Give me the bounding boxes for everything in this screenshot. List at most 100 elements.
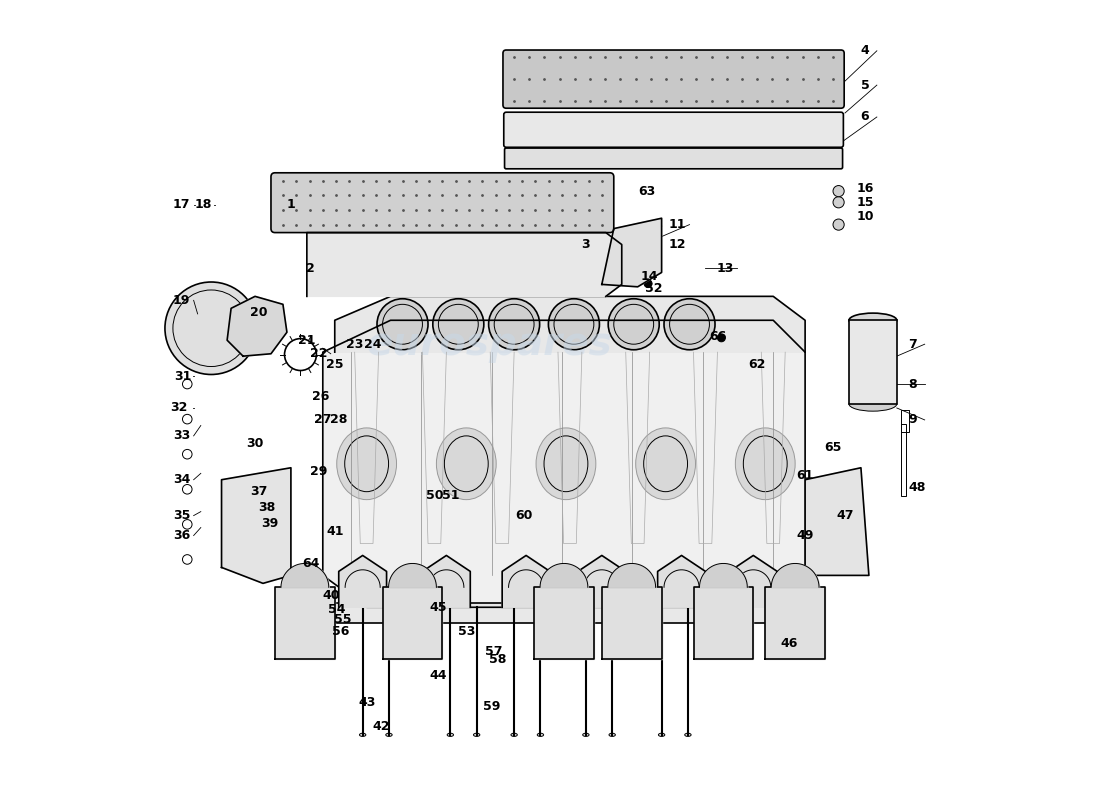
Bar bbox=[322, 603, 810, 623]
Text: 31: 31 bbox=[175, 370, 192, 382]
Text: 32: 32 bbox=[170, 402, 188, 414]
Text: 48: 48 bbox=[908, 481, 925, 494]
Text: 26: 26 bbox=[311, 390, 329, 402]
Ellipse shape bbox=[473, 734, 480, 737]
Text: 4: 4 bbox=[860, 44, 869, 58]
Ellipse shape bbox=[448, 734, 453, 737]
Polygon shape bbox=[334, 296, 805, 352]
Circle shape bbox=[647, 60, 684, 98]
Ellipse shape bbox=[482, 282, 514, 294]
Text: 8: 8 bbox=[909, 378, 917, 390]
Polygon shape bbox=[322, 320, 805, 607]
Polygon shape bbox=[805, 468, 869, 575]
Polygon shape bbox=[602, 218, 661, 286]
Text: 65: 65 bbox=[824, 442, 842, 454]
Circle shape bbox=[653, 222, 661, 230]
Text: 15: 15 bbox=[856, 196, 873, 209]
Circle shape bbox=[165, 282, 257, 374]
Text: 21: 21 bbox=[298, 334, 316, 346]
Polygon shape bbox=[535, 587, 594, 659]
Ellipse shape bbox=[360, 606, 366, 609]
Text: 37: 37 bbox=[251, 485, 267, 498]
Text: 17: 17 bbox=[173, 198, 190, 211]
Circle shape bbox=[432, 298, 484, 350]
Circle shape bbox=[488, 298, 540, 350]
Circle shape bbox=[608, 298, 659, 350]
Text: 50: 50 bbox=[426, 489, 443, 502]
Circle shape bbox=[702, 60, 740, 98]
Circle shape bbox=[314, 182, 355, 223]
Circle shape bbox=[833, 197, 844, 208]
Text: 43: 43 bbox=[358, 697, 375, 710]
Circle shape bbox=[833, 186, 844, 197]
Ellipse shape bbox=[448, 606, 453, 609]
Ellipse shape bbox=[684, 606, 691, 609]
Circle shape bbox=[664, 298, 715, 350]
Text: 20: 20 bbox=[251, 306, 267, 319]
Text: 52: 52 bbox=[645, 282, 662, 295]
FancyBboxPatch shape bbox=[504, 112, 844, 147]
Ellipse shape bbox=[386, 734, 392, 737]
Text: 30: 30 bbox=[246, 438, 264, 450]
Ellipse shape bbox=[339, 282, 371, 294]
Text: 14: 14 bbox=[641, 270, 659, 283]
Polygon shape bbox=[578, 555, 626, 607]
Ellipse shape bbox=[659, 734, 664, 737]
Polygon shape bbox=[422, 555, 471, 607]
Ellipse shape bbox=[583, 734, 590, 737]
Text: 59: 59 bbox=[483, 701, 500, 714]
Polygon shape bbox=[221, 468, 290, 583]
Text: 44: 44 bbox=[430, 669, 447, 682]
Text: 51: 51 bbox=[441, 489, 459, 502]
Text: 56: 56 bbox=[332, 625, 350, 638]
Text: 45: 45 bbox=[430, 601, 447, 614]
Text: eurospares: eurospares bbox=[366, 325, 613, 363]
Text: 60: 60 bbox=[515, 509, 532, 522]
Text: 40: 40 bbox=[322, 589, 340, 602]
Text: 11: 11 bbox=[669, 218, 686, 231]
Ellipse shape bbox=[437, 428, 496, 500]
Ellipse shape bbox=[684, 734, 691, 737]
Polygon shape bbox=[602, 587, 661, 659]
Ellipse shape bbox=[536, 428, 596, 500]
Text: 63: 63 bbox=[639, 185, 656, 198]
Text: 49: 49 bbox=[796, 529, 814, 542]
Ellipse shape bbox=[736, 428, 795, 500]
Polygon shape bbox=[275, 587, 334, 659]
Circle shape bbox=[591, 60, 629, 98]
Text: 53: 53 bbox=[458, 625, 475, 638]
Circle shape bbox=[418, 182, 459, 223]
Circle shape bbox=[717, 334, 725, 342]
Bar bbox=[849, 320, 896, 404]
Ellipse shape bbox=[386, 606, 392, 609]
Text: 33: 33 bbox=[173, 430, 190, 442]
FancyBboxPatch shape bbox=[503, 50, 844, 108]
Polygon shape bbox=[503, 555, 550, 607]
Circle shape bbox=[366, 182, 407, 223]
Polygon shape bbox=[227, 296, 287, 356]
Text: 61: 61 bbox=[796, 470, 814, 482]
Ellipse shape bbox=[609, 734, 615, 737]
Text: 47: 47 bbox=[836, 509, 854, 522]
Polygon shape bbox=[693, 587, 754, 659]
Circle shape bbox=[521, 182, 563, 223]
Ellipse shape bbox=[609, 606, 615, 609]
Polygon shape bbox=[383, 587, 442, 659]
Text: 36: 36 bbox=[173, 529, 190, 542]
Text: 12: 12 bbox=[669, 238, 686, 251]
Text: 29: 29 bbox=[310, 466, 328, 478]
Text: 16: 16 bbox=[856, 182, 873, 195]
Text: 28: 28 bbox=[330, 414, 348, 426]
Circle shape bbox=[645, 280, 652, 287]
Circle shape bbox=[549, 298, 600, 350]
Text: 3: 3 bbox=[582, 238, 591, 251]
Ellipse shape bbox=[510, 606, 517, 609]
Ellipse shape bbox=[360, 734, 366, 737]
Text: 54: 54 bbox=[328, 603, 345, 616]
Ellipse shape bbox=[537, 734, 543, 737]
Text: 35: 35 bbox=[173, 509, 190, 522]
Text: 55: 55 bbox=[334, 613, 352, 626]
Bar bbox=[901, 410, 909, 432]
Text: 5: 5 bbox=[860, 78, 869, 91]
Text: 19: 19 bbox=[173, 294, 190, 307]
